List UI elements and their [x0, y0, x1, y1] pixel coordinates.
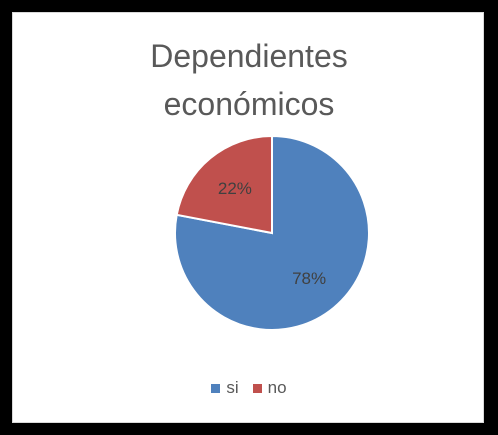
legend-item-no: no — [252, 378, 287, 398]
legend-swatch-no — [252, 383, 262, 393]
data-label-no: 22% — [218, 179, 252, 198]
legend-swatch-si — [211, 383, 221, 393]
chart-legend: si no — [0, 378, 498, 398]
legend-label-no: no — [267, 378, 287, 397]
data-label-si: 78% — [292, 269, 326, 288]
legend-label-si: si — [226, 378, 239, 397]
chart-title-line-2: económicos — [163, 86, 335, 122]
chart-title-line-1: Dependientes — [150, 38, 348, 74]
pie-slice-si — [174, 134, 370, 331]
legend-item-si: si — [211, 378, 239, 398]
pie-slice-no — [175, 134, 273, 235]
